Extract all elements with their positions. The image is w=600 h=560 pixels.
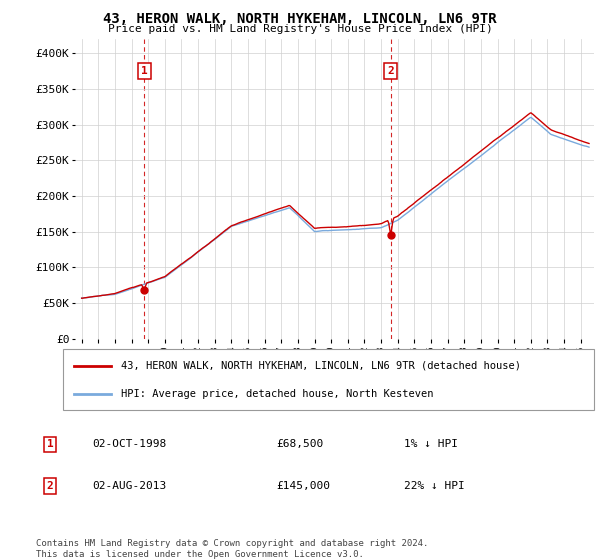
Text: 43, HERON WALK, NORTH HYKEHAM, LINCOLN, LN6 9TR: 43, HERON WALK, NORTH HYKEHAM, LINCOLN, … — [103, 12, 497, 26]
Text: 2: 2 — [47, 481, 53, 491]
Text: 2: 2 — [388, 66, 394, 76]
Text: 1: 1 — [140, 66, 148, 76]
Text: 1% ↓ HPI: 1% ↓ HPI — [404, 440, 458, 450]
Text: Contains HM Land Registry data © Crown copyright and database right 2024.
This d: Contains HM Land Registry data © Crown c… — [36, 539, 428, 559]
Text: 02-AUG-2013: 02-AUG-2013 — [92, 481, 166, 491]
Text: 02-OCT-1998: 02-OCT-1998 — [92, 440, 166, 450]
Text: Price paid vs. HM Land Registry's House Price Index (HPI): Price paid vs. HM Land Registry's House … — [107, 24, 493, 34]
Text: 1: 1 — [47, 440, 53, 450]
Text: HPI: Average price, detached house, North Kesteven: HPI: Average price, detached house, Nort… — [121, 389, 434, 399]
FancyBboxPatch shape — [63, 349, 594, 410]
Text: 22% ↓ HPI: 22% ↓ HPI — [404, 481, 465, 491]
Text: £145,000: £145,000 — [276, 481, 330, 491]
Text: 43, HERON WALK, NORTH HYKEHAM, LINCOLN, LN6 9TR (detached house): 43, HERON WALK, NORTH HYKEHAM, LINCOLN, … — [121, 361, 521, 371]
Text: £68,500: £68,500 — [276, 440, 323, 450]
